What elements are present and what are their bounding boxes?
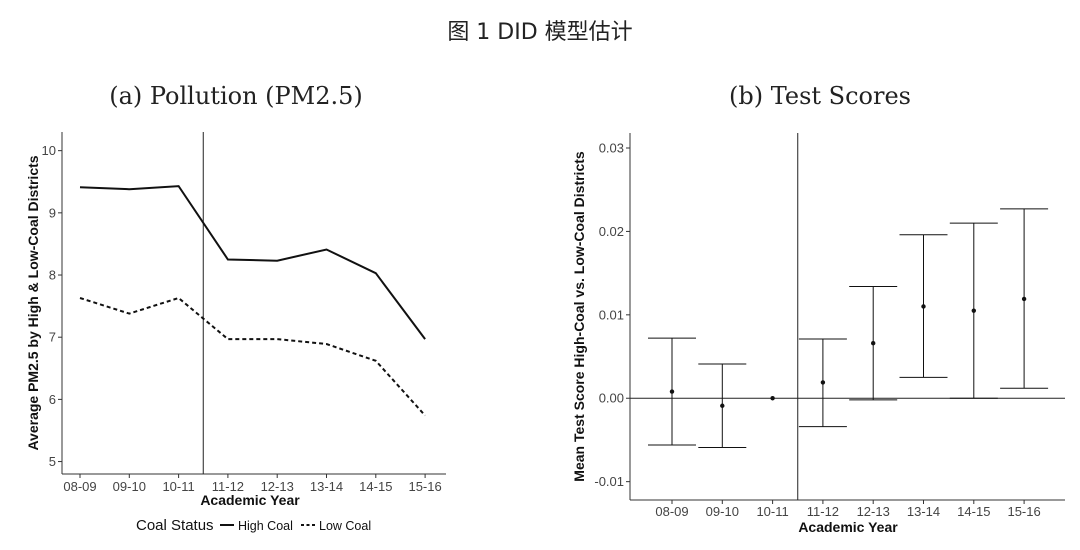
panel-b-y-tick-label: 0.00 [599,391,624,406]
legend-label-high-coal: High Coal [238,519,293,533]
panel-b-y-label: Mean Test Score High-Coal vs. Low-Coal D… [571,151,587,482]
panel-a-x-tick-label: 12-13 [261,479,294,494]
panel-a-y-tick-label: 7 [49,330,56,345]
panel-a-y-label: Average PM2.5 by High & Low-Coal Distric… [25,155,41,450]
panel-a-x-tick-label: 13-14 [310,479,343,494]
point-estimate [669,389,675,394]
legend-label-low-coal: Low Coal [319,519,371,533]
point-estimate [921,304,926,309]
panel-b-x-tick-label: 09-10 [706,504,739,519]
panel-b-title: (b) Test Scores [729,82,911,110]
panel-a-y-tick-label: 9 [49,205,56,220]
panel-a-y-tick-label: 10 [42,143,56,158]
panel-b-y-tick-label: 0.02 [599,224,624,239]
point-estimate [1021,296,1027,302]
panel-b-x-tick-label: 08-09 [655,504,688,519]
panel-a-title: (a) Pollution (PM2.5) [109,82,363,110]
legend: Coal Status High Coal Low Coal [136,517,371,534]
point-estimate [820,380,826,385]
error-bar-11-12 [798,338,847,428]
panel-a-y-tick-label: 6 [49,392,56,407]
panel-a-x-label: Academic Year [200,492,300,508]
panel-b-y-tick-label: -0.01 [594,474,624,489]
panel-a-y-tick-label: 8 [49,268,56,283]
panel-b-x-tick-label: 10-11 [756,504,788,519]
panel-a-x-tick-label: 09-10 [113,479,146,494]
panel-a-x-tick-label: 08-09 [63,479,96,494]
panel-a-x-tick-label: 14-15 [359,479,392,494]
panel-b-x-tick-label: 13-14 [907,504,940,519]
panel-b-x-tick-label: 15-16 [1007,504,1040,519]
panel-b-y-tick-label: 0.03 [599,141,624,156]
figure-title: 图 1 DID 模型估计 [447,20,633,45]
series-line-high-coal [79,185,426,340]
series-line-low-coal [79,296,426,417]
error-bar-13-14 [899,234,948,378]
panel-b-x-tick-label: 14-15 [957,504,990,519]
error-bar-08-09 [648,337,696,446]
panel-b-x-tick-label: 12-13 [857,504,890,519]
error-bar-10-11 [770,396,775,401]
point-estimate [871,340,876,346]
panel-a-x-tick-label: 10-11 [162,479,194,494]
error-bar-14-15 [949,222,998,399]
point-estimate [720,403,725,408]
panel-b: (b) Test Scores -0.01 0.00 0.01 0.02 0.03 08-0… [571,82,1065,535]
panel-b-x-tick-label: 11-12 [807,504,839,519]
error-bar-09-10 [698,363,747,448]
error-bar-15-16 [1000,208,1049,389]
panel-b-y-tick-label: 0.01 [599,307,624,322]
legend-title: Coal Status [136,517,214,534]
panel-a-y-tick-label: 5 [49,454,56,469]
error-bar-12-13 [849,285,898,401]
point-estimate [770,396,775,401]
panel-a: (a) Pollution (PM2.5) 5 6 7 8 9 10 08-09 09-10 10… [25,82,446,534]
panel-b-x-label: Academic Year [798,519,898,535]
panel-a-x-tick-label: 15-16 [408,479,441,494]
point-estimate [971,308,976,313]
panel-a-x-tick-label: 11-12 [212,479,244,494]
